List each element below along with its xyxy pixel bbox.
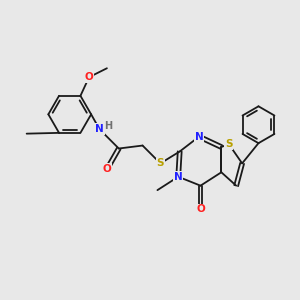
Text: O: O — [85, 72, 93, 82]
Text: H: H — [104, 121, 112, 130]
Text: O: O — [103, 164, 111, 174]
Text: S: S — [157, 158, 164, 168]
Text: N: N — [95, 124, 104, 134]
Text: S: S — [225, 139, 232, 149]
Text: N: N — [174, 172, 183, 182]
Text: O: O — [196, 204, 205, 214]
Text: N: N — [195, 132, 203, 142]
